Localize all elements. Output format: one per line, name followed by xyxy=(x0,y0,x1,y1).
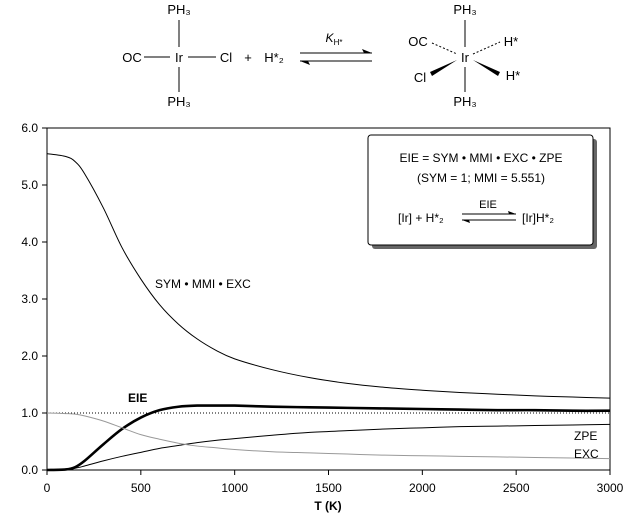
x-tick-label: 500 xyxy=(131,481,151,495)
equation-box: EIE = SYM • MMI • EXC • ZPE (SYM = 1; MM… xyxy=(367,134,597,249)
equilibrium-right-side: [Ir]H*₂ xyxy=(522,211,554,225)
equilibrium-arrows: KH* xyxy=(300,31,372,65)
equilibrium-left-side: [Ir] + H*₂ xyxy=(398,211,444,225)
y-tick-label: 2.0 xyxy=(21,349,38,363)
x-tick-label: 0 xyxy=(44,481,51,495)
curve-label-exc: EXC xyxy=(574,447,599,461)
y-tick-label: 3.0 xyxy=(21,292,38,306)
dihydrogen-label: H*₂ xyxy=(264,50,284,65)
curve-label-eie: EIE xyxy=(128,391,147,405)
series-zpe-line xyxy=(46,423,611,471)
reaction-scheme: PH₃ Ir PH₃ OC Cl + H*₂ KH* PH₃ Ir PH₃ xyxy=(122,2,520,109)
x-axis-title: T (K) xyxy=(314,499,341,513)
reactant-top-ligand: PH₃ xyxy=(167,2,190,17)
product-upper-left-ligand: OC xyxy=(408,34,428,49)
x-tick-label: 2500 xyxy=(503,481,530,495)
chart: 0 500 1000 1500 2000 2500 3000 0.0 1.0 2.0 3.0 4.0 5… xyxy=(21,121,623,513)
y-tick-label: 6.0 xyxy=(21,121,38,135)
reactant-bottom-ligand: PH₃ xyxy=(167,94,190,109)
y-tick-label: 1.0 xyxy=(21,406,38,420)
y-tick-label: 0.0 xyxy=(21,463,38,477)
curve-label-sym-mmi-exc: SYM • MMI • EXC xyxy=(155,277,251,291)
series-exc-line xyxy=(46,412,611,460)
plus-sign: + xyxy=(244,50,252,65)
x-tick-label: 1000 xyxy=(221,481,248,495)
reactant-left-ligand: OC xyxy=(122,50,142,65)
product-top-ligand: PH₃ xyxy=(453,2,476,17)
x-tick-label: 3000 xyxy=(597,481,624,495)
equilibrium-mini-label: EIE xyxy=(479,199,497,211)
reactant-right-ligand: Cl xyxy=(220,50,232,65)
product-bottom-ligand: PH₃ xyxy=(453,94,476,109)
y-tick-label: 5.0 xyxy=(21,178,38,192)
reactant-complex: PH₃ Ir PH₃ OC Cl xyxy=(122,2,232,109)
product-upper-right-ligand: H* xyxy=(504,34,518,49)
curve-label-zpe: ZPE xyxy=(574,429,597,443)
series-eie-line xyxy=(46,404,611,472)
product-metal: Ir xyxy=(461,50,470,65)
product-complex: PH₃ Ir PH₃ OC Cl H* H* xyxy=(408,2,520,109)
y-tick-label: 4.0 xyxy=(21,235,38,249)
equilibrium-constant-label: KH* xyxy=(326,31,343,47)
equation-line-2: (SYM = 1; MMI = 5.551) xyxy=(417,171,545,185)
series-sym-mmi-exc-line xyxy=(46,153,611,399)
reactant-metal: Ir xyxy=(175,50,184,65)
x-tick-label: 1500 xyxy=(315,481,342,495)
x-tick-label: 2000 xyxy=(409,481,436,495)
equation-line-1: EIE = SYM • MMI • EXC • ZPE xyxy=(400,151,563,165)
product-lower-left-ligand: Cl xyxy=(414,70,426,85)
product-lower-right-ligand: H* xyxy=(506,68,520,83)
